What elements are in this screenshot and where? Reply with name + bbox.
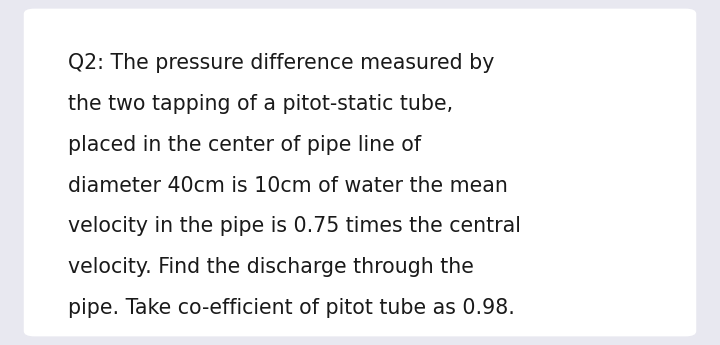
Text: the two tapping of a pitot-static tube,: the two tapping of a pitot-static tube,: [68, 94, 454, 114]
Text: pipe. Take co-efficient of pitot tube as 0.98.: pipe. Take co-efficient of pitot tube as…: [68, 298, 516, 318]
Text: velocity in the pipe is 0.75 times the central: velocity in the pipe is 0.75 times the c…: [68, 216, 521, 236]
Text: Q2: The pressure difference measured by: Q2: The pressure difference measured by: [68, 53, 495, 73]
Text: placed in the center of pipe line of: placed in the center of pipe line of: [68, 135, 421, 155]
FancyBboxPatch shape: [24, 9, 696, 336]
Text: velocity. Find the discharge through the: velocity. Find the discharge through the: [68, 257, 474, 277]
Text: diameter 40cm is 10cm of water the mean: diameter 40cm is 10cm of water the mean: [68, 176, 508, 196]
